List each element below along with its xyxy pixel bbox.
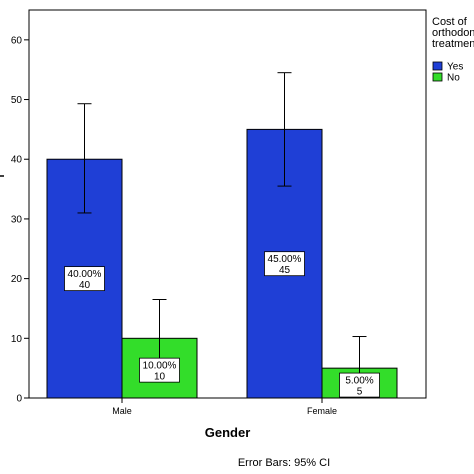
y-tick-label: 10 bbox=[11, 334, 23, 345]
data-label-percent: 40.00% bbox=[68, 269, 102, 280]
data-label-count: 10 bbox=[154, 372, 166, 383]
data-label-box bbox=[64, 266, 105, 292]
legend-label-no: No bbox=[447, 73, 460, 84]
legend-title-line: Cost of bbox=[432, 16, 468, 28]
x-axis-title: Gender bbox=[205, 425, 251, 440]
legend-swatch-yes bbox=[432, 61, 443, 71]
y-tick-label: 50 bbox=[11, 95, 23, 106]
error-bar-footnote: Error Bars: 95% CI bbox=[238, 457, 330, 469]
y-tick-label: 0 bbox=[16, 394, 22, 405]
y-tick-label: 20 bbox=[11, 274, 23, 285]
y-axis: 0 10 20 30 40 50 60 bbox=[11, 35, 29, 405]
data-labels: 40.00%40 10.00%10 45.00%45 5.00%5 bbox=[64, 251, 380, 398]
legend-title-line: treatmen bbox=[432, 38, 474, 50]
y-tick-label: 40 bbox=[11, 155, 23, 166]
x-tick-label: Female bbox=[307, 406, 337, 416]
y-tick-label: 60 bbox=[11, 35, 23, 46]
data-label-box bbox=[139, 357, 180, 383]
data-label-percent: 10.00% bbox=[143, 361, 177, 372]
y-tick-label: 30 bbox=[11, 214, 23, 225]
legend-label-yes: Yes bbox=[447, 62, 463, 73]
data-label-percent: 45.00% bbox=[268, 254, 302, 265]
data-label-box bbox=[339, 372, 380, 398]
data-label-count: 5 bbox=[357, 387, 363, 398]
x-tick-label: Male bbox=[112, 406, 132, 416]
legend-title-line: orthodont bbox=[432, 27, 474, 39]
data-label-box bbox=[264, 251, 305, 277]
data-label-percent: 5.00% bbox=[345, 376, 373, 387]
legend-swatch-no bbox=[432, 72, 443, 82]
error-bars bbox=[77, 72, 367, 396]
data-label-count: 40 bbox=[79, 280, 91, 291]
data-label-count: 45 bbox=[279, 265, 291, 276]
x-axis: Male Female bbox=[112, 398, 337, 416]
